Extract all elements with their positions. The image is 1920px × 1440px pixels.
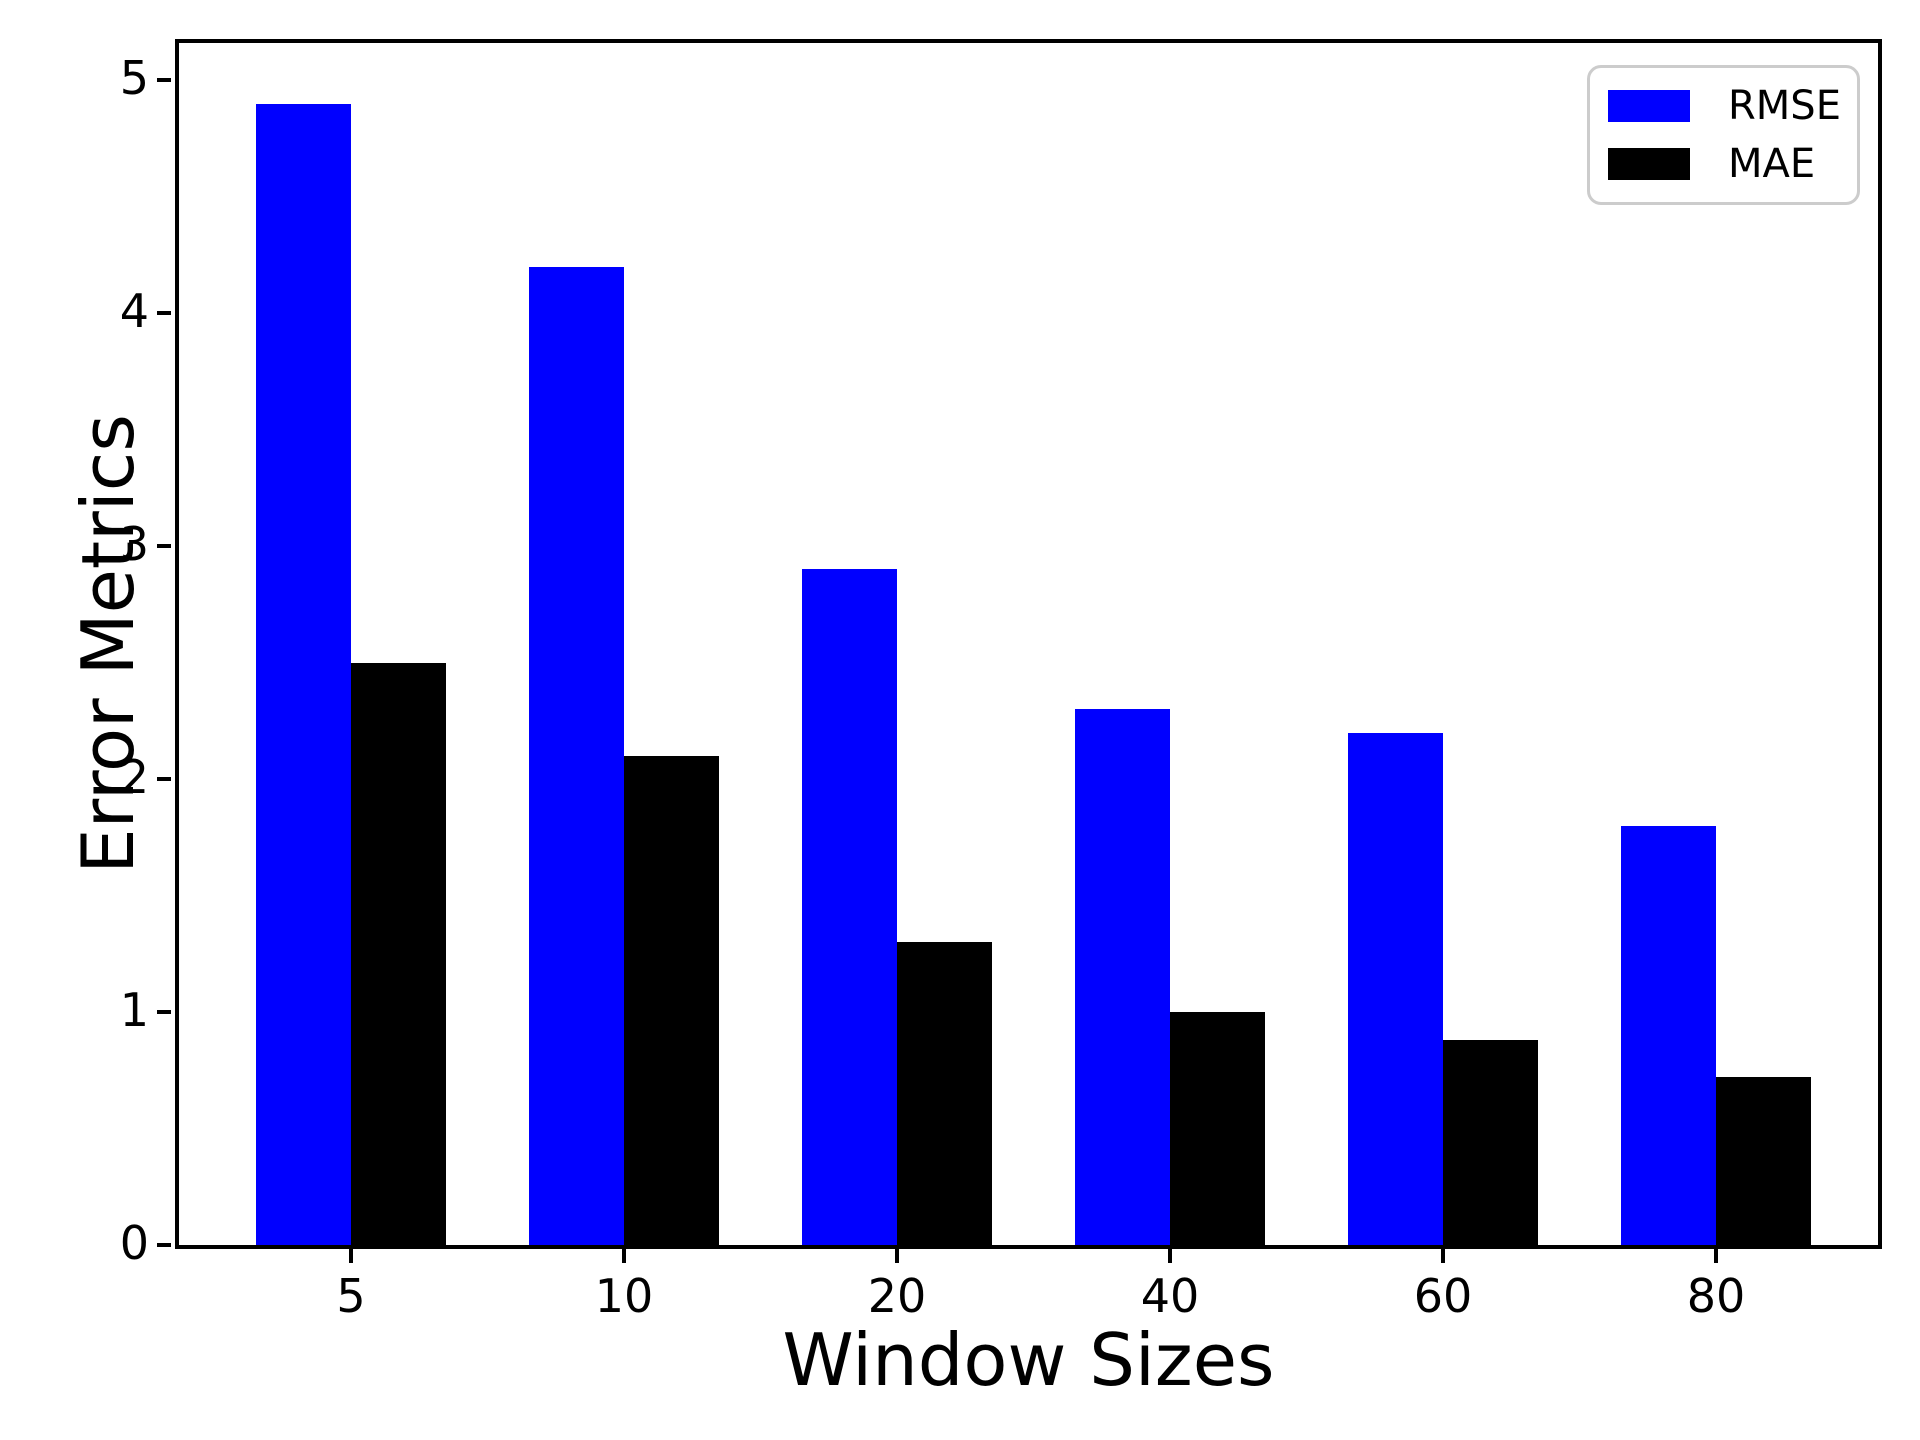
y-tick-mark-0 [157, 1243, 171, 1247]
x-tick-label-60: 60 [1413, 1269, 1473, 1323]
legend-swatch-rmse [1608, 90, 1690, 122]
bar-rmse-60 [1348, 733, 1443, 1245]
x-tick-mark-20 [895, 1249, 899, 1263]
legend-swatch-mae [1608, 148, 1690, 180]
y-tick-label-0: 0 [119, 1215, 149, 1270]
y-tick-mark-3 [157, 544, 171, 549]
legend-label-mae: MAE [1728, 141, 1816, 187]
bar-mae-80 [1716, 1077, 1811, 1245]
y-tick-label-3: 3 [119, 516, 149, 571]
plot-area: RMSE MAE 0 1 2 3 4 5 5 10 20 40 60 80 [120, 39, 1882, 1323]
y-tick-label-4: 4 [119, 284, 149, 339]
y-tick-label-5: 5 [119, 51, 149, 106]
legend-label-rmse: RMSE [1728, 83, 1841, 129]
y-axis-label: Error Metrics [66, 414, 150, 874]
legend-row-mae: MAE [1608, 144, 1857, 184]
bar-mae-60 [1443, 1040, 1538, 1245]
bar-rmse-40 [1075, 709, 1170, 1245]
y-tick-mark-1 [157, 1010, 171, 1015]
x-tick-label-10: 10 [594, 1269, 654, 1323]
x-tick-label-5: 5 [336, 1269, 366, 1323]
x-tick-mark-10 [622, 1249, 626, 1263]
bar-mae-20 [897, 942, 992, 1245]
y-tick-mark-2 [157, 777, 171, 782]
x-tick-label-20: 20 [867, 1269, 927, 1323]
y-tick-label-1: 1 [119, 982, 149, 1037]
legend: RMSE MAE [1587, 65, 1860, 205]
x-tick-mark-60 [1441, 1249, 1445, 1263]
y-tick-mark-4 [157, 311, 171, 316]
bar-mae-5 [351, 663, 446, 1245]
y-tick-mark-5 [157, 78, 171, 83]
x-tick-mark-5 [349, 1249, 353, 1263]
bar-rmse-80 [1621, 826, 1716, 1245]
x-tick-mark-40 [1168, 1249, 1172, 1263]
bar-rmse-10 [529, 267, 624, 1245]
bar-rmse-5 [256, 104, 351, 1245]
x-tick-label-40: 40 [1140, 1269, 1200, 1323]
bar-rmse-20 [802, 569, 897, 1245]
y-tick-label-2: 2 [119, 749, 149, 804]
x-tick-mark-80 [1714, 1249, 1718, 1263]
bar-mae-10 [624, 756, 719, 1245]
legend-row-rmse: RMSE [1608, 86, 1857, 126]
x-axis-label: Window Sizes [782, 1318, 1275, 1402]
bar-mae-40 [1170, 1012, 1265, 1245]
x-tick-label-80: 80 [1686, 1269, 1746, 1323]
